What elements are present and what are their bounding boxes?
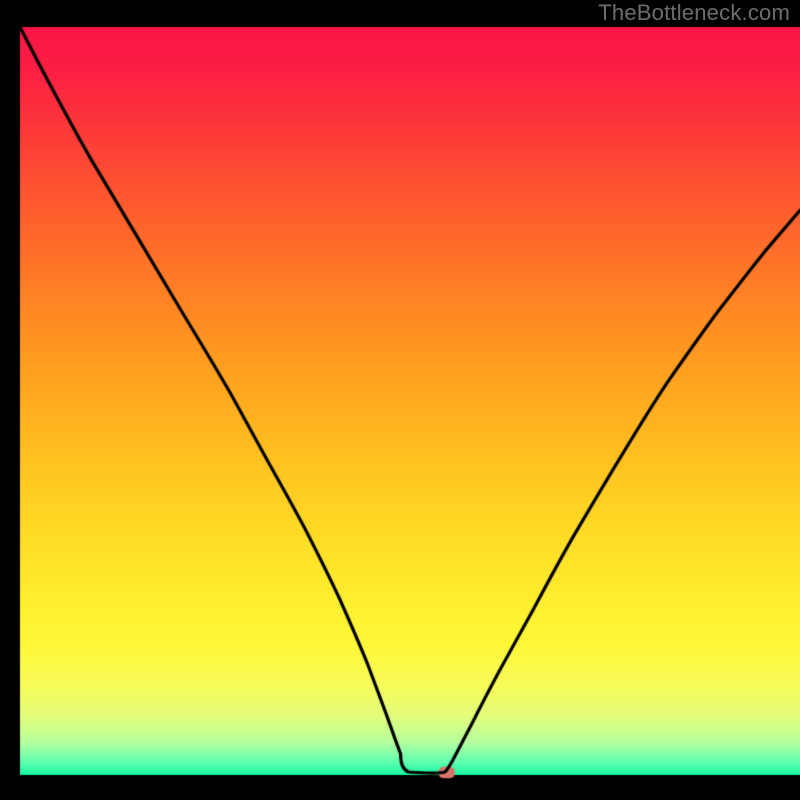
watermark-text: TheBottleneck.com: [598, 0, 790, 26]
chart-container: TheBottleneck.com: [0, 0, 800, 800]
bottleneck-curve-chart: [0, 0, 800, 800]
